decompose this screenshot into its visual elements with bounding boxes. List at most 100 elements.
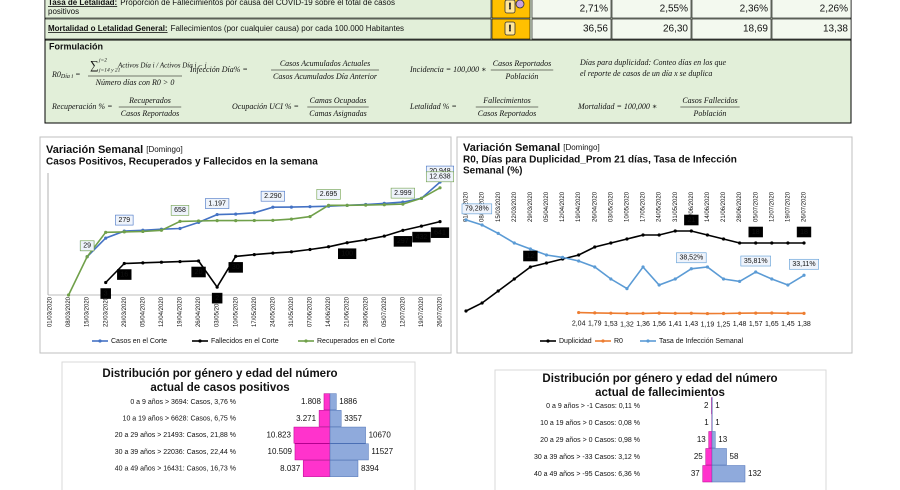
data-point <box>382 203 386 207</box>
x-tick-label: 03/05/2020 <box>608 191 614 222</box>
data-point <box>689 311 693 315</box>
data-label-box <box>425 171 455 183</box>
data-label: 2.695 <box>320 191 338 198</box>
data-point <box>802 311 806 315</box>
pyramid-bar <box>711 431 716 449</box>
data-label-box <box>390 187 415 199</box>
data-label-box <box>211 292 223 304</box>
data-label: 21 <box>687 217 695 224</box>
formula-numerator: Activos Día i / Activos Día i − j <box>117 62 207 70</box>
chart-title: Distribución por género y edad del númer… <box>102 368 337 380</box>
data-label-box <box>676 252 707 264</box>
data-label: 8.037 <box>280 464 301 473</box>
x-tick-label: 29/03/2020 <box>122 296 128 327</box>
x-tick-label: 29/03/2020 <box>528 191 534 222</box>
data-point <box>657 233 661 237</box>
value-cell <box>771 0 852 19</box>
data-point <box>401 228 405 232</box>
legend-marker <box>198 339 202 343</box>
description: Fallecimientos (por cualquier causa) por… <box>171 24 404 33</box>
data-label: 1,65 <box>765 321 779 328</box>
data-label: 1,53 <box>604 321 618 328</box>
data-label: 12 <box>526 253 534 260</box>
title: Variación Semanal <box>463 142 560 154</box>
data-point <box>609 241 613 245</box>
data-label: 1,56 <box>652 321 666 328</box>
data-label: 16 <box>120 271 128 278</box>
data-label: 1.808 <box>301 397 322 406</box>
data-point <box>689 229 693 233</box>
data-label: 1 <box>704 418 709 427</box>
data-point <box>215 219 219 223</box>
pyramid-bar <box>705 448 713 466</box>
chart-title: Variación Semanal [Domingo] <box>46 144 183 156</box>
data-label: 12.638 <box>429 174 451 181</box>
data-label: 35,81% <box>744 258 768 265</box>
formula-lhs: Recuperación % = <box>51 102 113 111</box>
data-point <box>657 283 661 287</box>
data-label: 1,19 <box>701 321 715 328</box>
data-point <box>85 255 89 259</box>
data-point <box>705 265 710 269</box>
category-label: 10 a 19 años > 6628: Casos, 6,75 % <box>123 416 236 423</box>
indicator-value: 2,55% <box>660 4 688 15</box>
category-label: 30 a 39 años > 22036: Casos, 22,44 % <box>115 449 236 456</box>
pyramid-bar <box>708 431 713 449</box>
data-label: 3357 <box>344 414 362 423</box>
table-cell <box>44 18 492 40</box>
x-tick-label: 10/05/2020 <box>625 191 631 222</box>
formula-lhs: Infección Día% = <box>189 65 248 74</box>
data-label: 33,11% <box>792 261 815 268</box>
x-tick-label: 15/03/2020 <box>85 296 91 327</box>
data-point <box>625 237 629 241</box>
series-line <box>86 181 441 258</box>
data-point <box>480 301 484 305</box>
legend-label: Duplicidad <box>559 338 592 345</box>
category-label: 30 a 39 años > -33 Casos: 3,12 % <box>534 454 640 461</box>
data-label: 132 <box>748 469 762 478</box>
data-point <box>625 287 629 291</box>
data-label: 100 <box>341 251 353 258</box>
data-point <box>641 311 645 315</box>
x-tick-label: 26/07/2020 <box>802 191 808 222</box>
data-point <box>252 211 256 215</box>
data-point <box>609 311 613 315</box>
data-label-box <box>796 226 812 238</box>
data-point <box>271 205 275 209</box>
value-cell <box>531 18 612 40</box>
data-point <box>196 259 201 263</box>
data-point <box>673 229 677 233</box>
description: positivos <box>48 7 79 16</box>
data-label-box <box>337 248 357 260</box>
data-label-box <box>523 250 538 262</box>
pyramid-bar <box>329 443 369 461</box>
indicator-value: 18,69 <box>743 24 768 35</box>
data-point <box>593 311 597 315</box>
x-tick-label: 12/04/2020 <box>159 296 165 327</box>
legend-marker <box>646 339 650 343</box>
data-point <box>438 220 442 224</box>
x-tick-label: 12/07/2020 <box>769 191 775 222</box>
data-point <box>625 311 629 316</box>
data-point <box>577 253 581 257</box>
x-tick-label: 26/04/2020 <box>196 296 202 327</box>
x-tick-label: 14/06/2020 <box>326 296 332 327</box>
chart-frame <box>494 369 827 490</box>
warning-icon: ! <box>504 0 525 14</box>
data-point <box>159 260 164 264</box>
formula-numerator: Camas Ocupadas <box>310 96 367 105</box>
x-tick-label: 31/05/2020 <box>673 191 679 222</box>
legend-label: Recuperados en el Corte <box>317 338 395 345</box>
value-cell <box>611 0 692 19</box>
data-label: 30 <box>232 264 240 271</box>
data-point <box>326 203 331 207</box>
x-tick-label: 22/03/2020 <box>512 191 518 222</box>
data-point <box>480 223 484 227</box>
formula-lhs: Letalidad % = <box>409 102 457 111</box>
row-label: Mortalidad o Letalidad General: Fallecimi… <box>48 24 404 33</box>
data-label: 13 <box>697 435 706 444</box>
formula-note: el reporte de casos de un día x se dupli… <box>580 69 712 78</box>
data-label-box <box>191 266 206 278</box>
data-label-box <box>79 240 95 252</box>
data-point <box>577 259 581 263</box>
